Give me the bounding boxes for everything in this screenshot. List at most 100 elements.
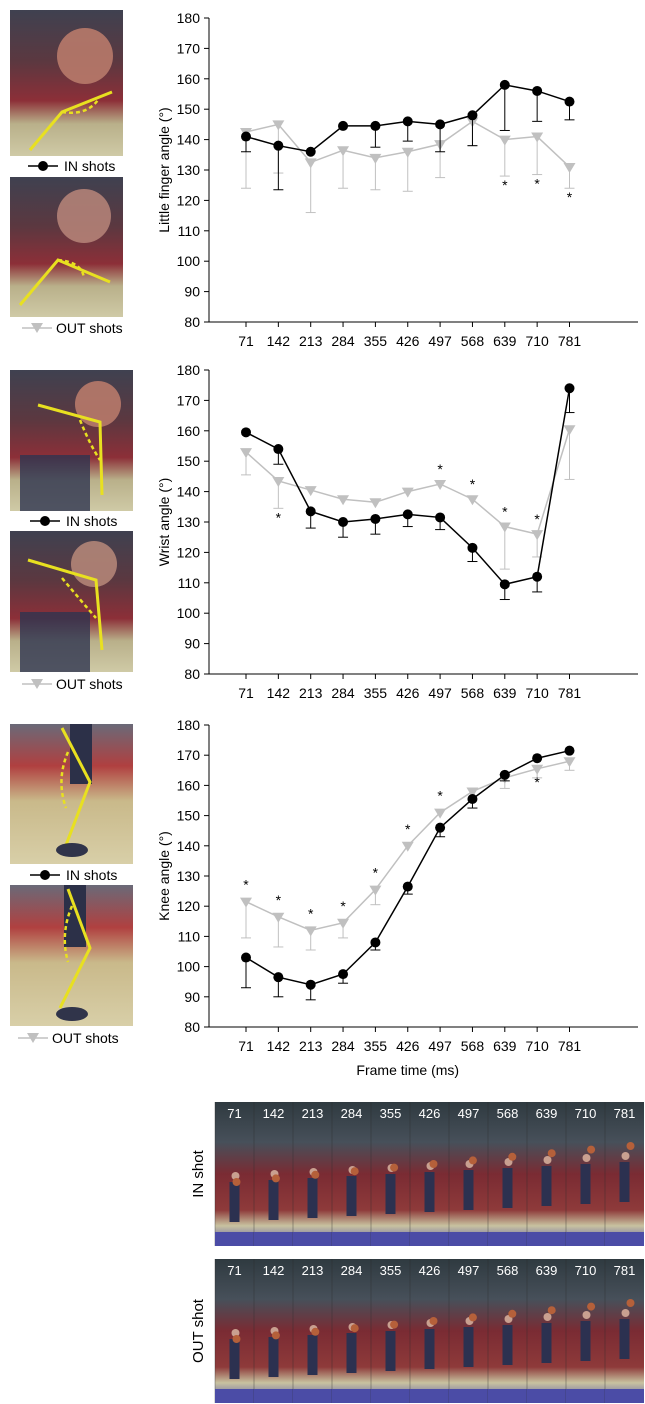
filmstrip-frame: 568 xyxy=(487,1259,527,1403)
filmstrip-frame: 781 xyxy=(604,1259,644,1403)
significance-marker: * xyxy=(373,865,379,881)
y-tick-label: 80 xyxy=(184,1019,200,1035)
legend-in-label: IN shots xyxy=(66,513,117,529)
significance-marker: * xyxy=(534,774,540,790)
data-point xyxy=(466,787,479,798)
court-floor xyxy=(371,1389,410,1403)
player-body xyxy=(502,1325,513,1365)
court-floor xyxy=(410,1232,449,1246)
data-point xyxy=(272,120,285,131)
basketball xyxy=(350,1167,359,1176)
series-in-shots xyxy=(241,383,575,601)
legend-in: IN shots xyxy=(30,513,117,529)
series-in-shots xyxy=(241,745,575,1001)
frame-time-label: 710 xyxy=(575,1106,597,1121)
player-body xyxy=(424,1172,435,1212)
x-tick-label: 497 xyxy=(428,1038,452,1054)
data-point xyxy=(564,96,575,107)
data-point xyxy=(466,495,479,506)
data-point xyxy=(337,495,350,506)
x-tick-label: 781 xyxy=(558,1038,582,1054)
filmstrip-frame: 142 xyxy=(253,1259,293,1403)
filmstrip-frame: 355 xyxy=(370,1259,410,1403)
legend-in: IN shots xyxy=(30,867,117,883)
y-tick-label: 120 xyxy=(177,898,201,914)
basketball xyxy=(468,1156,477,1165)
court-floor xyxy=(449,1389,488,1403)
data-point xyxy=(532,85,543,96)
x-tick-label: 355 xyxy=(364,685,388,701)
filmstrip-frame: 639 xyxy=(526,1259,566,1403)
filmstrip-frame: 568 xyxy=(487,1102,527,1246)
photo-wrist-in xyxy=(10,370,133,511)
data-point xyxy=(370,513,381,524)
frame-time-label: 213 xyxy=(302,1263,324,1278)
data-point xyxy=(241,131,251,142)
chart-wrist-angle: 80 90 100 110 120 130 140 150 160 170 180 71 142 213 2… xyxy=(156,362,638,701)
significance-marker: * xyxy=(534,511,540,527)
player-head xyxy=(231,1329,240,1337)
data-point xyxy=(531,530,544,541)
frame-time-label: 355 xyxy=(380,1106,402,1121)
basketball xyxy=(350,1324,359,1333)
player-body xyxy=(541,1166,552,1206)
basketball xyxy=(390,1163,399,1172)
data-point xyxy=(370,120,381,131)
photo-little-finger-out xyxy=(10,177,123,317)
player-body xyxy=(619,1319,630,1359)
player-body xyxy=(424,1329,435,1369)
data-point xyxy=(338,120,349,131)
significance-marker: * xyxy=(567,189,573,205)
y-tick-label: 170 xyxy=(177,392,201,408)
court-floor xyxy=(254,1389,293,1403)
y-tick-label: 90 xyxy=(184,636,200,652)
data-point xyxy=(241,952,251,963)
legend-in-label: IN shots xyxy=(66,867,117,883)
frame-time-label: 426 xyxy=(419,1263,441,1278)
y-tick-label: 160 xyxy=(177,423,201,439)
data-point xyxy=(499,769,510,780)
frame-time-label: 71 xyxy=(227,1106,241,1121)
significance-marker: * xyxy=(405,821,411,837)
x-tick-label: 355 xyxy=(364,333,388,349)
data-point xyxy=(402,116,413,127)
data-point xyxy=(338,969,349,980)
x-tick-label: 213 xyxy=(299,333,323,349)
basketball xyxy=(232,1335,241,1343)
player-body xyxy=(385,1331,396,1371)
player-body xyxy=(502,1168,513,1208)
legend-out-label: OUT shots xyxy=(52,1030,119,1046)
x-tick-label: 284 xyxy=(331,333,355,349)
player-head xyxy=(582,1311,591,1319)
player-head xyxy=(621,1152,630,1160)
legend-in-label: IN shots xyxy=(64,158,115,174)
x-tick-label: 781 xyxy=(558,685,582,701)
data-point xyxy=(273,140,284,151)
y-tick-label: 100 xyxy=(177,605,201,621)
basketball xyxy=(311,1327,320,1336)
x-tick-label: 568 xyxy=(461,1038,485,1054)
x-tick-label: 497 xyxy=(428,685,452,701)
x-tick-label: 71 xyxy=(238,1038,254,1054)
data-point xyxy=(498,135,511,146)
y-tick-label: 130 xyxy=(177,868,201,884)
significance-marker: * xyxy=(437,461,443,477)
y-tick-label: 110 xyxy=(178,223,201,239)
basketball xyxy=(508,1152,517,1161)
frame-time-label: 355 xyxy=(380,1263,402,1278)
x-tick-label: 71 xyxy=(238,333,254,349)
data-point xyxy=(401,147,414,158)
series-in-shots xyxy=(241,79,575,191)
filmstrip-frame: 781 xyxy=(604,1102,644,1246)
court-floor xyxy=(566,1232,605,1246)
significance-marker: * xyxy=(340,898,346,914)
frame-time-label: 284 xyxy=(341,1263,363,1278)
filmstrip-frame: 71 xyxy=(214,1102,254,1246)
frame-time-label: 142 xyxy=(263,1106,285,1121)
data-point xyxy=(401,487,414,498)
data-point xyxy=(467,793,478,804)
y-tick-label: 160 xyxy=(177,71,201,87)
basketball xyxy=(587,1302,596,1311)
player-body xyxy=(580,1164,591,1204)
filmstrip-frame: 71 xyxy=(214,1259,254,1403)
